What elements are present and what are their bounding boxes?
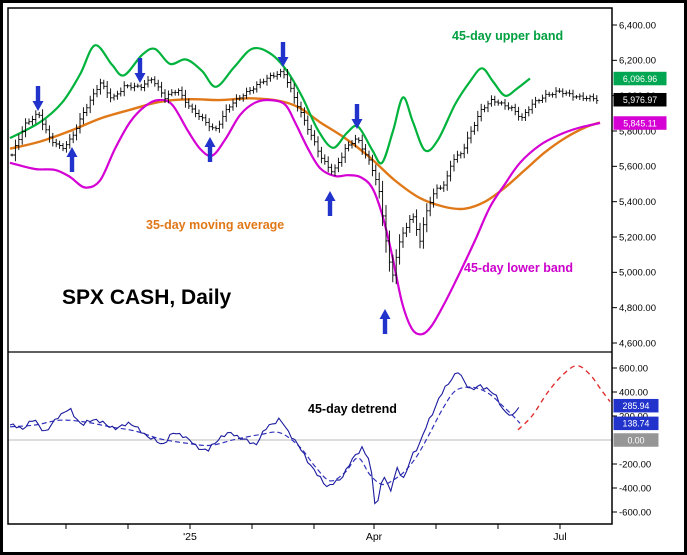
detrend-value-box: 285.94	[613, 398, 659, 413]
y-axis-tick-label: 5,600.00	[619, 162, 656, 173]
plot-frame	[7, 7, 613, 525]
ohlc-bars	[10, 68, 599, 285]
detrend-line	[9, 372, 520, 505]
value-box-bg	[613, 92, 667, 107]
sell-signal-arrow	[32, 86, 44, 111]
zero-value-box: 0.00	[613, 433, 659, 447]
lower-band-price-box: 5,845.11	[613, 116, 667, 130]
sell-signal-arrow	[277, 42, 289, 67]
buy-signal-arrow	[66, 147, 78, 172]
value-box-bg	[613, 116, 667, 130]
y-axis-tick-label: -600.00	[619, 507, 651, 518]
y-axis-tick-label: 400.00	[619, 387, 648, 398]
y-axis-tick-label: 4,800.00	[619, 303, 656, 314]
y-axis-tick-label: 4,600.00	[619, 338, 656, 349]
y-axis-tick-label: 5,800.00	[619, 126, 656, 137]
value-box-text: 5,976.97	[623, 95, 657, 105]
value-box-text: 138.74	[623, 419, 650, 429]
y-axis-tick-label: 5,200.00	[619, 232, 656, 243]
sell-signal-arrow	[134, 58, 146, 83]
ma-line	[9, 97, 601, 211]
ma-label: 35-day moving average	[146, 218, 284, 232]
projection-line	[517, 364, 611, 431]
lower-band-label: 45-day lower band	[464, 261, 573, 275]
value-box-bg	[613, 398, 659, 413]
value-box-bg	[613, 71, 667, 86]
annotations: 45-day upper band 35-day moving average 45…	[62, 29, 573, 416]
y-axis-tick-label: 6,400.00	[619, 20, 656, 31]
value-box-bg	[613, 416, 659, 431]
value-box-text: 6,096.96	[623, 74, 657, 84]
y-axis-tick-label: 600.00	[619, 363, 648, 374]
upper-band-label: 45-day upper band	[452, 29, 563, 43]
upper-band-price-box: 6,096.96	[613, 71, 667, 86]
y-axis-tick-label: 6,200.00	[619, 56, 656, 67]
buy-signal-arrow	[324, 191, 336, 216]
detrend-smooth-value-box: 138.74	[613, 416, 659, 431]
y-axis-tick-label: -400.00	[619, 483, 651, 494]
value-box-text: 285.94	[623, 401, 650, 411]
price-panel	[9, 42, 601, 336]
last-price-box: 5,976.97	[613, 92, 667, 107]
chart-title: SPX CASH, Daily	[62, 286, 232, 309]
value-box-text: 5,845.11	[623, 118, 657, 128]
sell-signal-arrow	[351, 104, 363, 129]
value-box-bg	[613, 433, 659, 447]
lower-band-line	[9, 98, 601, 336]
detrend-label: 45-day detrend	[308, 402, 397, 416]
y-axis-tick-label: -200.00	[619, 459, 651, 470]
x-axis-tick-label: Jul	[553, 531, 566, 543]
x-axis-tick-label: '25	[183, 531, 197, 543]
x-axis-tick-label: Apr	[366, 531, 383, 543]
y-axis-tick-label: 5,400.00	[619, 197, 656, 208]
time-axis: '25 Apr Jul	[65, 524, 567, 543]
detrend-panel	[9, 364, 611, 505]
buy-signal-arrow	[379, 309, 391, 334]
buy-signal-arrow	[204, 137, 216, 162]
y-axis-tick-label: 5,000.00	[619, 268, 656, 279]
value-box-text: 0.00	[627, 435, 644, 445]
upper-band-line	[9, 44, 531, 165]
